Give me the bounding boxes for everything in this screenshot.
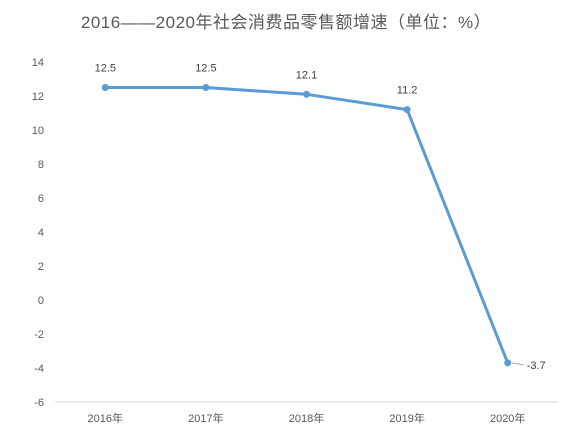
data-point [202, 84, 210, 91]
y-tick-label: 10 [32, 125, 44, 137]
y-tick-label: 14 [32, 57, 44, 69]
data-label-leader [511, 362, 524, 366]
x-tick-label: 2016年 [88, 411, 123, 425]
y-tick-label: 12 [32, 91, 44, 103]
data-point [504, 359, 512, 367]
x-tick-label: 2017年 [188, 411, 223, 425]
x-tick-label: 2018年 [289, 411, 324, 425]
y-tick-label: 0 [38, 295, 44, 307]
y-tick-label: -2 [34, 329, 44, 341]
chart-title: 2016——2020年社会消费品零售额增速（单位：%） [80, 13, 492, 32]
data-label: 11.2 [397, 85, 418, 97]
x-axis-ticks: 2016年 2017年 2018年 2019年 2020年 [88, 411, 526, 425]
data-point [101, 84, 109, 91]
data-point [403, 106, 411, 114]
data-label: 12.5 [195, 63, 216, 75]
x-tick-label: 2020年 [490, 411, 525, 425]
data-point [303, 90, 310, 98]
y-tick-label: -6 [34, 397, 44, 409]
y-axis-ticks: 14 12 10 8 6 4 2 0 -2 -4 -6 [32, 57, 44, 409]
y-tick-label: 6 [38, 193, 44, 205]
y-tick-label: -4 [34, 363, 44, 375]
series-line [103, 86, 510, 365]
series-group: 12.5 12.5 12.1 11.2 -3.7 [95, 63, 546, 372]
y-tick-label: 2 [38, 261, 44, 273]
y-tick-label: 4 [38, 227, 44, 239]
data-label: 12.1 [296, 69, 317, 81]
data-label: 12.5 [95, 63, 116, 75]
y-tick-label: 8 [38, 159, 44, 171]
data-label: -3.7 [527, 360, 546, 372]
x-tick-label: 2019年 [389, 411, 424, 425]
